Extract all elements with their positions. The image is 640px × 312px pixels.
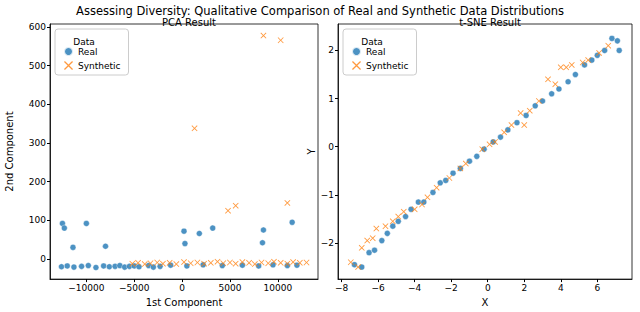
- svg-text:2: 2: [521, 283, 527, 293]
- svg-text:PCA Result: PCA Result: [162, 17, 216, 28]
- svg-text:−10000: −10000: [68, 283, 104, 293]
- svg-text:t-SNE Result: t-SNE Result: [459, 17, 521, 28]
- svg-text:2: 2: [328, 45, 334, 55]
- svg-text:300: 300: [29, 138, 46, 148]
- svg-text:1st Component: 1st Component: [146, 297, 223, 308]
- svg-text:Y: Y: [306, 148, 317, 156]
- svg-text:−1: −1: [321, 190, 334, 200]
- svg-text:0: 0: [328, 142, 334, 152]
- svg-text:Data: Data: [361, 37, 383, 47]
- svg-text:200: 200: [29, 177, 46, 187]
- svg-text:Data: Data: [73, 37, 95, 47]
- svg-text:Synthetic: Synthetic: [78, 61, 121, 71]
- svg-text:Real: Real: [366, 47, 385, 57]
- svg-text:−8: −8: [335, 283, 349, 293]
- svg-text:2nd Component: 2nd Component: [4, 111, 15, 191]
- svg-text:5000: 5000: [218, 283, 241, 293]
- svg-text:−6: −6: [372, 283, 386, 293]
- svg-text:Real: Real: [78, 47, 97, 57]
- svg-text:400: 400: [29, 99, 46, 109]
- svg-text:−2: −2: [445, 283, 458, 293]
- svg-text:0: 0: [179, 283, 185, 293]
- svg-text:X: X: [482, 297, 489, 308]
- svg-text:6: 6: [594, 283, 600, 293]
- svg-text:−4: −4: [408, 283, 422, 293]
- svg-text:Assessing Diversity: Qualitati: Assessing Diversity: Qualitative Compari…: [76, 4, 564, 18]
- svg-text:−5000: −5000: [119, 283, 150, 293]
- svg-text:4: 4: [558, 283, 564, 293]
- svg-text:100: 100: [29, 215, 46, 225]
- svg-text:0: 0: [485, 283, 491, 293]
- svg-text:Synthetic: Synthetic: [366, 61, 409, 71]
- svg-text:600: 600: [29, 22, 46, 32]
- svg-text:−2: −2: [321, 238, 334, 248]
- svg-text:10000: 10000: [263, 283, 292, 293]
- svg-text:0: 0: [40, 254, 46, 264]
- svg-text:1: 1: [328, 94, 334, 104]
- svg-text:500: 500: [29, 61, 46, 71]
